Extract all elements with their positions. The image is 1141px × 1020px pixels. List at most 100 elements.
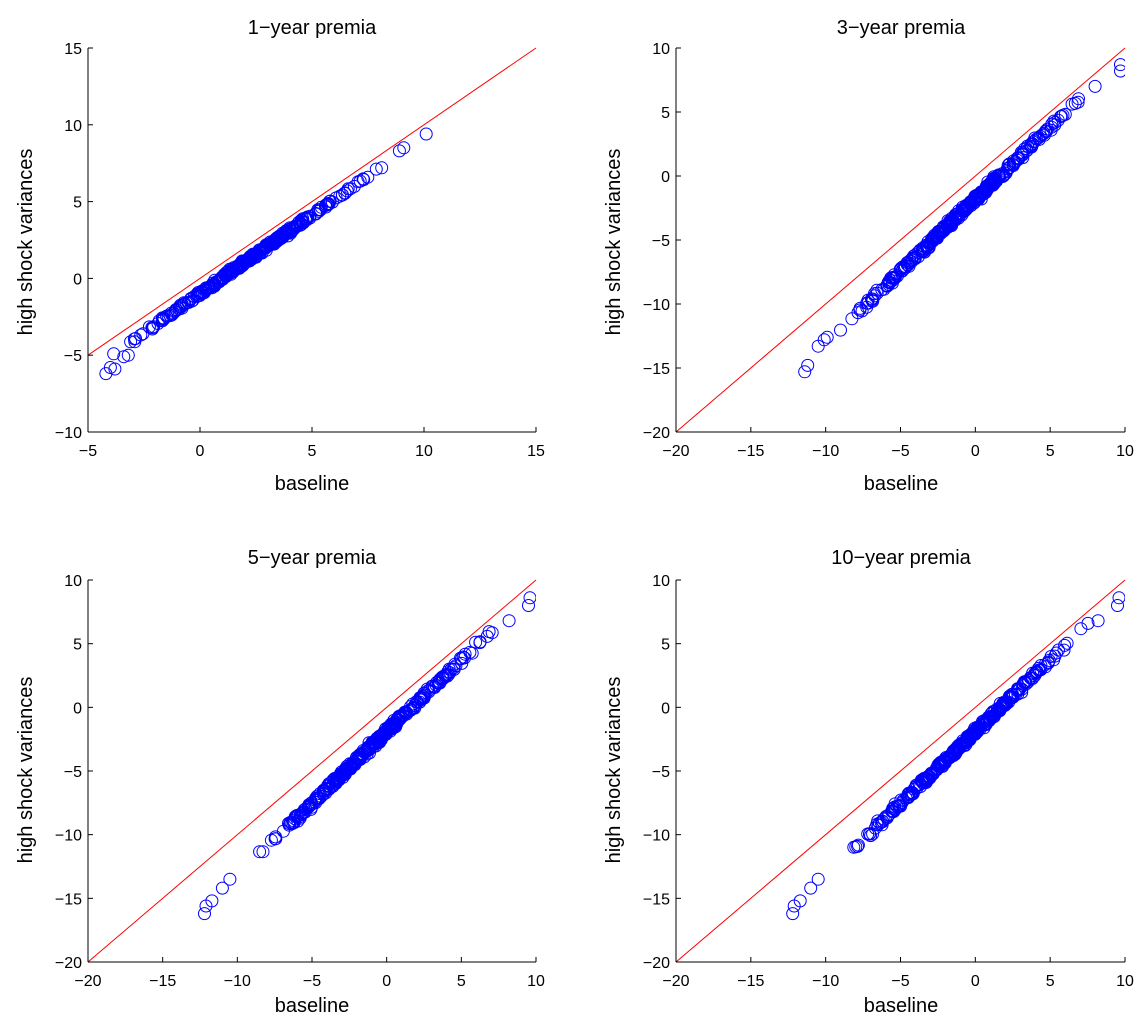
- data-point: [291, 809, 305, 822]
- data-point: [972, 720, 986, 734]
- y-axis-label: high shock variances: [603, 677, 625, 864]
- data-point: [1032, 131, 1045, 145]
- data-point: [107, 347, 121, 361]
- data-point: [341, 762, 355, 776]
- data-point: [121, 348, 135, 362]
- data-point: [332, 772, 346, 786]
- data-point: [1114, 64, 1125, 78]
- data-point: [480, 629, 494, 643]
- y-tick-label: −5: [652, 233, 670, 250]
- x-tick-label: 0: [196, 443, 205, 460]
- y-axis-label: high shock variances: [15, 149, 37, 336]
- x-tick-label: 10: [415, 443, 433, 460]
- subplot-3-year-premia: 3−year premia baseline high shock varian…: [603, 17, 1134, 495]
- reference-line: [87, 579, 537, 963]
- x-tick-label: 5: [1046, 443, 1055, 460]
- data-point: [1071, 95, 1085, 109]
- data-point: [999, 166, 1013, 180]
- data-point: [205, 894, 219, 908]
- data-point: [375, 161, 389, 175]
- data-point: [1028, 131, 1042, 145]
- data-point: [1041, 656, 1055, 670]
- subplot-title: 3−year premia: [837, 17, 966, 39]
- y-tick-label: −10: [643, 297, 670, 314]
- subplot-1-year-premia: 1−year premia baseline high shock varian…: [15, 17, 545, 495]
- data-point: [392, 710, 406, 724]
- y-tick-label: 0: [661, 700, 670, 717]
- data-point: [223, 872, 237, 886]
- data-point: [921, 235, 935, 249]
- scatter-points: [99, 127, 433, 381]
- data-point: [1088, 79, 1102, 93]
- y-tick-label: −15: [643, 891, 670, 908]
- data-point: [888, 800, 902, 814]
- x-tick-label: −20: [662, 973, 689, 990]
- data-point: [281, 226, 295, 240]
- data-point: [330, 774, 344, 788]
- x-tick-label: −10: [812, 443, 839, 460]
- y-tick-label: −10: [55, 425, 82, 442]
- data-point: [983, 179, 997, 193]
- y-tick-label: −20: [55, 955, 82, 972]
- reference-line: [675, 47, 1126, 433]
- data-point: [908, 252, 922, 266]
- data-point: [988, 704, 1001, 718]
- data-point: [877, 282, 891, 296]
- data-point: [920, 774, 934, 787]
- data-point: [987, 172, 1000, 186]
- y-tick-label: −5: [64, 764, 82, 781]
- data-point: [397, 141, 411, 155]
- data-point: [981, 714, 995, 728]
- x-axis-label: baseline: [275, 473, 350, 495]
- data-point: [299, 802, 312, 816]
- data-point: [923, 238, 936, 251]
- subplot-title: 1−year premia: [248, 17, 377, 39]
- data-point: [212, 274, 225, 288]
- x-tick-label: −10: [812, 973, 839, 990]
- data-point: [931, 759, 945, 773]
- data-point: [253, 245, 267, 259]
- data-point: [864, 829, 878, 843]
- x-tick-label: −5: [891, 443, 909, 460]
- data-point: [853, 303, 867, 317]
- data-point: [436, 669, 450, 683]
- data-point: [786, 907, 800, 921]
- data-point: [406, 697, 420, 711]
- data-point: [861, 827, 875, 841]
- y-tick-label: 15: [64, 41, 82, 58]
- x-tick-label: 0: [971, 973, 980, 990]
- data-point: [1091, 614, 1105, 628]
- data-point: [1040, 122, 1054, 136]
- data-point: [233, 261, 247, 274]
- scatter-points: [798, 58, 1125, 379]
- data-point: [1057, 643, 1071, 657]
- data-point: [215, 881, 229, 895]
- data-point: [898, 261, 911, 275]
- y-tick-label: 0: [73, 271, 82, 288]
- data-point: [269, 830, 282, 844]
- scatter-points: [198, 591, 536, 921]
- data-point: [811, 872, 825, 886]
- data-point: [1023, 671, 1037, 685]
- data-point: [1002, 160, 1016, 174]
- data-point: [340, 184, 354, 198]
- data-point: [847, 840, 861, 854]
- subplot-5-year-premia: 5−year premia baseline high shock varian…: [15, 547, 545, 1017]
- data-point: [155, 314, 169, 328]
- data-point: [880, 279, 894, 293]
- data-point: [871, 814, 885, 828]
- data-point: [267, 237, 281, 251]
- data-point: [318, 784, 332, 798]
- x-tick-label: 10: [527, 973, 545, 990]
- y-tick-label: 10: [64, 573, 82, 590]
- data-point: [502, 614, 516, 628]
- y-tick-label: −15: [643, 361, 670, 378]
- y-tick-label: −5: [652, 764, 670, 781]
- data-point: [919, 772, 932, 786]
- x-tick-label: −5: [79, 443, 97, 460]
- data-point: [335, 188, 349, 202]
- data-point: [198, 907, 211, 921]
- data-point: [309, 793, 322, 807]
- data-point: [399, 705, 413, 719]
- data-point: [952, 738, 966, 752]
